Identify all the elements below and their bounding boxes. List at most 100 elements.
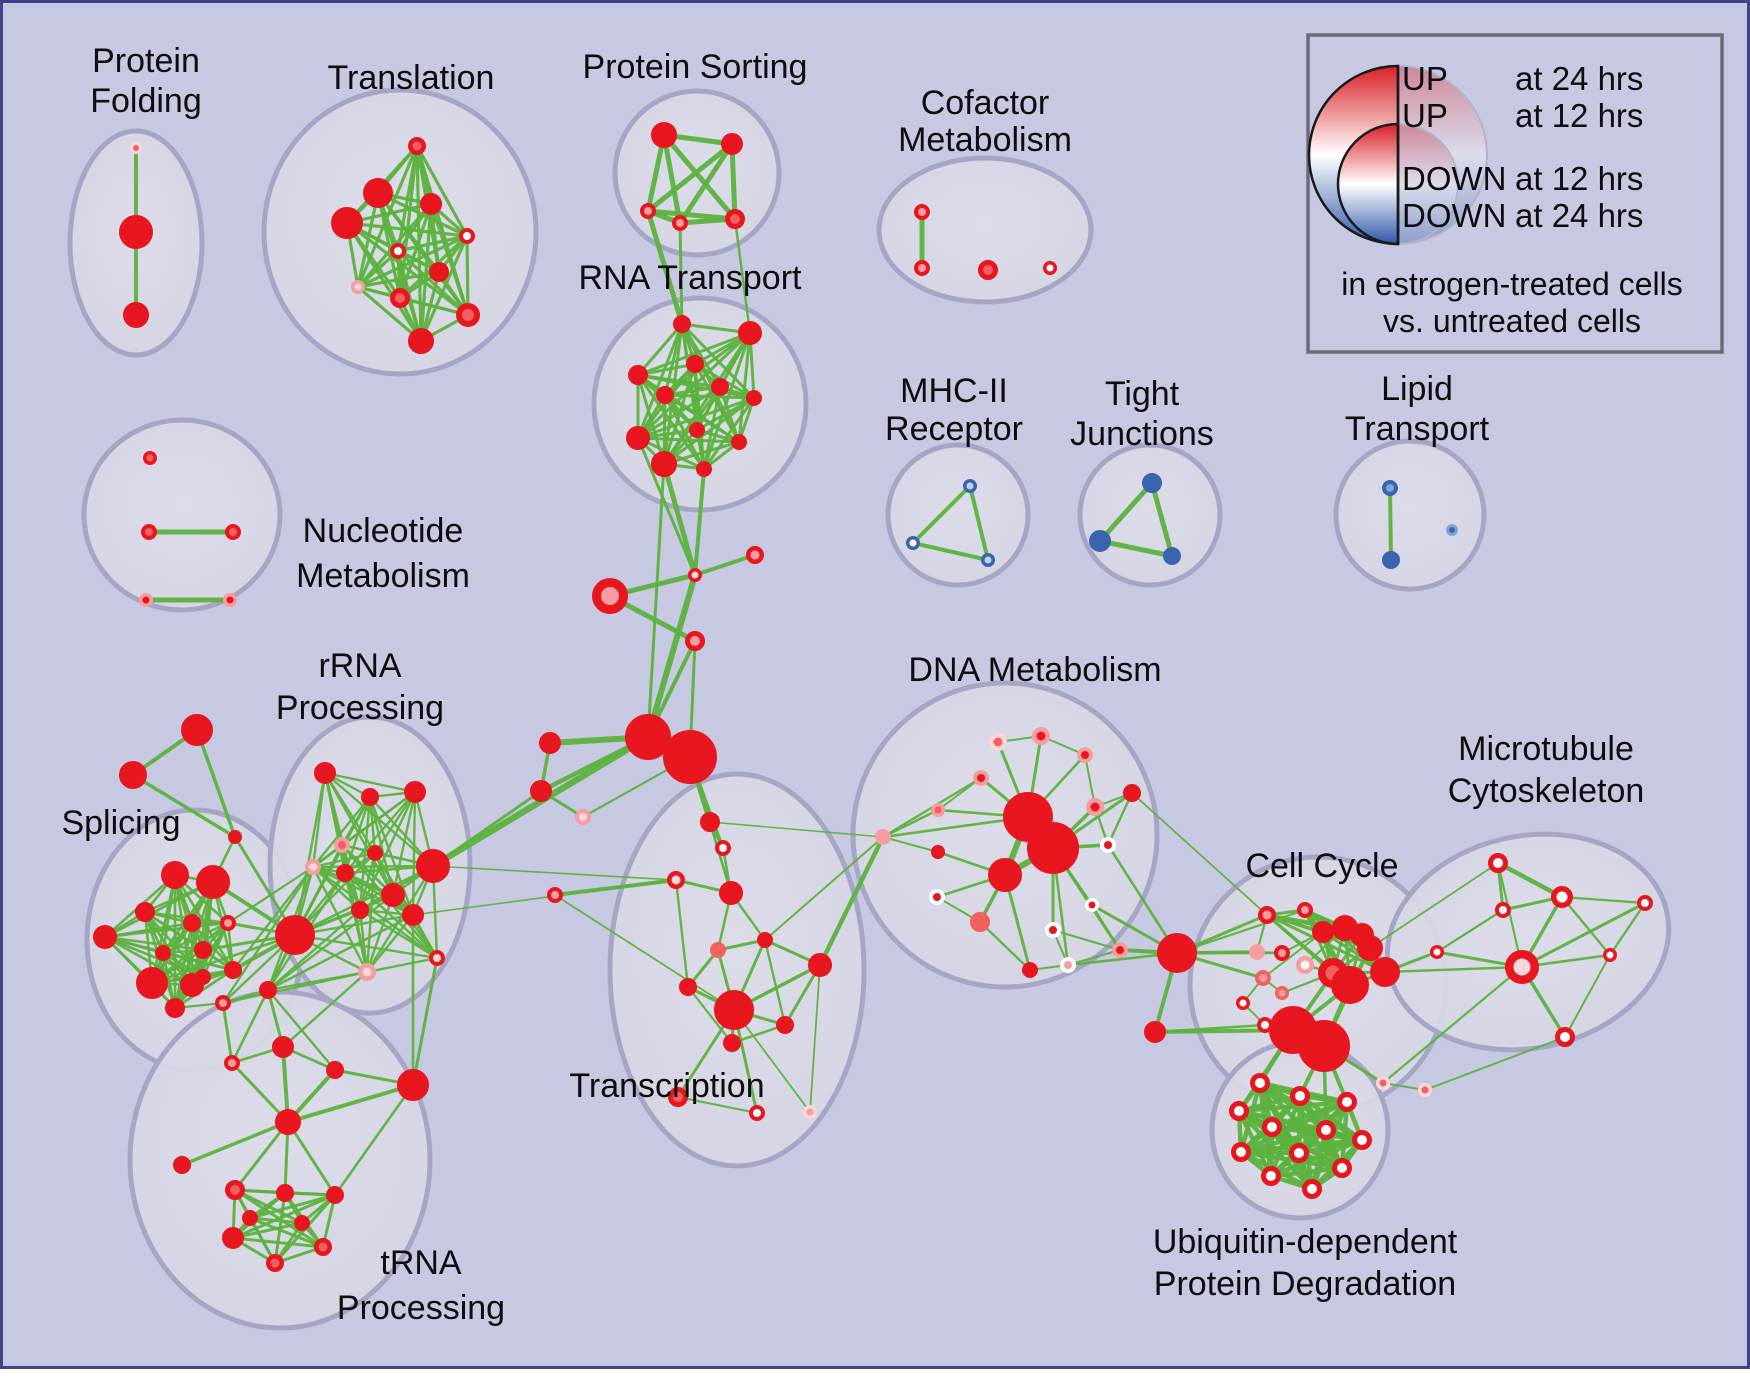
network-edge bbox=[233, 1120, 290, 1192]
network-node-rt-7 bbox=[689, 422, 705, 438]
network-node-rrna-12 bbox=[429, 950, 445, 966]
network-edge bbox=[911, 484, 972, 545]
network-node-lip-2 bbox=[1446, 524, 1458, 536]
network-edge bbox=[231, 1193, 337, 1240]
network-node-dnas-12 bbox=[1085, 898, 1099, 912]
network-node-pf-1 bbox=[119, 215, 153, 249]
network-node-cm-0 bbox=[914, 204, 930, 220]
network-edge bbox=[248, 1193, 337, 1220]
network-node-spl-12 bbox=[165, 998, 185, 1018]
network-node-tj-0 bbox=[1142, 473, 1162, 493]
network-node-dnas-4 bbox=[931, 803, 945, 817]
network-node-ccA-7 bbox=[1331, 966, 1369, 1004]
network-edge bbox=[345, 221, 469, 238]
network-node-dnas-10 bbox=[970, 912, 990, 932]
legend-row-3-direction: DOWN bbox=[1402, 160, 1506, 197]
cluster-label-cm-line1: Cofactor bbox=[921, 84, 1050, 122]
network-edge bbox=[231, 865, 315, 972]
cluster-ellipse-trna bbox=[127, 989, 433, 1331]
network-edge bbox=[248, 1216, 325, 1249]
network-edge bbox=[266, 913, 415, 992]
network-node-tr-7 bbox=[390, 288, 410, 308]
network-edge bbox=[636, 331, 752, 377]
network-edge bbox=[677, 141, 735, 226]
network-node-ub-1 bbox=[1290, 1086, 1310, 1106]
network-edge bbox=[103, 935, 194, 987]
network-edge bbox=[365, 956, 439, 974]
cluster-label-ub-line2: Protein Degradation bbox=[1154, 1265, 1456, 1303]
network-node-nm-2 bbox=[225, 524, 241, 540]
legend-caption-line2: vs. untreated cells bbox=[1383, 303, 1641, 339]
network-node-trnaq-2 bbox=[326, 1186, 344, 1204]
network-node-trnaq-3 bbox=[242, 1210, 258, 1226]
network-node-pf-2 bbox=[123, 302, 149, 328]
network-node-trna-4 bbox=[275, 1109, 301, 1135]
network-edge bbox=[1424, 1036, 1566, 1091]
network-edge bbox=[1067, 949, 1121, 966]
network-node-ub-4 bbox=[1262, 1117, 1282, 1137]
network-node-rrna-1 bbox=[361, 788, 379, 806]
network-node-ps-4 bbox=[725, 209, 745, 229]
network-node-spl-3 bbox=[93, 925, 117, 949]
network-node-txn-1 bbox=[715, 840, 731, 856]
network-edge bbox=[1436, 909, 1504, 953]
network-edge bbox=[1106, 791, 1134, 847]
network-edge bbox=[661, 132, 683, 226]
network-edge bbox=[465, 234, 470, 317]
network-edge bbox=[729, 141, 738, 222]
network-node-dnas-1 bbox=[1032, 727, 1050, 745]
network-node-spl-5 bbox=[220, 915, 236, 931]
network-node-ccA-0 bbox=[1258, 906, 1276, 924]
network-edge bbox=[1608, 901, 1647, 957]
cluster-label-ccA: Cell Cycle bbox=[1245, 847, 1398, 885]
network-edge bbox=[716, 938, 767, 952]
cluster-ellipse-nm bbox=[81, 417, 283, 613]
network-node-txn-6 bbox=[679, 978, 697, 996]
network-node-mcp-1 bbox=[1418, 1083, 1432, 1097]
network-node-trnaq-0 bbox=[225, 1180, 245, 1200]
network-edge bbox=[968, 484, 990, 562]
network-node-tr-4 bbox=[459, 228, 475, 244]
network-node-hub-1 bbox=[663, 730, 717, 784]
network-edge bbox=[415, 144, 469, 238]
network-node-lip-1 bbox=[1382, 551, 1400, 569]
network-edge bbox=[180, 1120, 290, 1167]
network-edge bbox=[286, 1083, 415, 1124]
network-edge bbox=[1560, 895, 1647, 905]
cluster-label-rrna-line1: rRNA bbox=[318, 647, 401, 685]
network-edge bbox=[368, 795, 377, 855]
network-edge bbox=[311, 865, 369, 974]
network-node-mc-7 bbox=[1603, 948, 1617, 962]
network-edge bbox=[358, 790, 417, 912]
network-node-ps-3 bbox=[672, 215, 688, 231]
network-edge bbox=[1238, 1127, 1329, 1155]
network-node-ccA-1 bbox=[1297, 902, 1313, 918]
legend-ring-faded-half bbox=[1397, 64, 1488, 246]
cluster-label-cm-line2: Metabolism bbox=[898, 121, 1072, 159]
network-edge bbox=[737, 331, 752, 444]
network-node-spl-10 bbox=[224, 961, 242, 979]
network-node-txn-13 bbox=[803, 1105, 817, 1119]
network-node-ccbig-1 bbox=[1298, 1020, 1350, 1072]
network-node-cm-2 bbox=[978, 260, 998, 280]
network-edge bbox=[286, 1120, 337, 1197]
network-node-dnas-11 bbox=[1045, 922, 1061, 938]
network-edge bbox=[1097, 538, 1175, 559]
network-node-rrna-15 bbox=[215, 995, 231, 1011]
network-node-mid-0 bbox=[539, 732, 561, 754]
network-node-dnas-8 bbox=[1100, 837, 1116, 853]
network-edge bbox=[646, 462, 666, 739]
network-node-ub-10 bbox=[1261, 1166, 1281, 1186]
network-node-rrna-6 bbox=[367, 845, 383, 861]
network-node-ps-0 bbox=[651, 122, 677, 148]
cluster-ellipse-rt bbox=[591, 295, 809, 513]
network-node-rrna-4 bbox=[305, 859, 321, 875]
network-node-dnas-13 bbox=[1112, 942, 1128, 958]
network-node-spl-1 bbox=[196, 865, 230, 899]
network-node-mc-4 bbox=[1505, 950, 1539, 984]
network-edge bbox=[231, 1236, 325, 1249]
network-node-dnas-14 bbox=[1022, 962, 1038, 978]
network-edge bbox=[911, 541, 990, 562]
